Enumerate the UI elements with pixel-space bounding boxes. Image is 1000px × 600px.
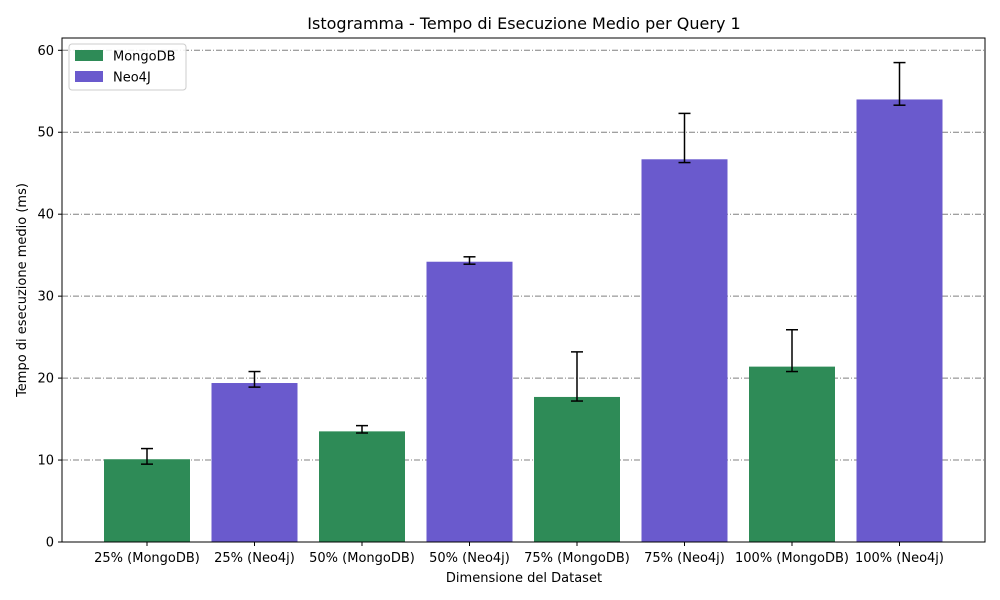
bars — [104, 99, 943, 543]
legend-label: Neo4J — [113, 71, 151, 86]
y-axis: 0 10 20 30 40 50 60 — [37, 44, 62, 551]
x-tick-label: 25% (MongoDB) — [94, 551, 200, 566]
bar — [319, 431, 405, 542]
bar — [104, 459, 190, 542]
x-tick-label: 50% (Neo4j) — [429, 551, 510, 566]
y-tick-label: 50 — [37, 126, 54, 141]
y-tick-label: 30 — [37, 290, 54, 305]
x-tick-label: 100% (MongoDB) — [735, 551, 849, 566]
bar — [211, 383, 298, 542]
bar — [534, 396, 620, 542]
bar — [641, 159, 728, 542]
x-axis-label: Dimensione del Dataset — [446, 571, 602, 586]
legend-swatch — [75, 71, 103, 82]
x-tick-label: 75% (Neo4j) — [644, 551, 725, 566]
legend-label: MongoDB — [113, 50, 176, 65]
y-tick-label: 60 — [37, 44, 54, 59]
x-tick-label: 100% (Neo4j) — [855, 551, 944, 566]
bar — [426, 261, 513, 542]
bar — [749, 366, 835, 542]
x-tick-label: 25% (Neo4j) — [214, 551, 295, 566]
chart-title: Istogramma - Tempo di Esecuzione Medio p… — [307, 14, 740, 33]
legend-swatch — [75, 50, 103, 61]
y-tick-label: 0 — [46, 536, 54, 551]
grid — [62, 49, 985, 461]
error-bars — [141, 61, 906, 465]
y-tick-label: 20 — [37, 372, 54, 387]
x-axis: 25% (MongoDB) 25% (Neo4j) 50% (MongoDB) 50%… — [94, 542, 944, 566]
y-axis-label: Tempo di esecuzione medio (ms) — [15, 183, 30, 398]
bar — [856, 99, 943, 543]
y-tick-label: 10 — [37, 454, 54, 469]
x-tick-label: 75% (MongoDB) — [524, 551, 630, 566]
legend: MongoDB Neo4J — [68, 43, 187, 91]
x-tick-label: 50% (MongoDB) — [309, 551, 415, 566]
plot-frame — [61, 37, 986, 543]
y-tick-label: 40 — [37, 208, 54, 223]
